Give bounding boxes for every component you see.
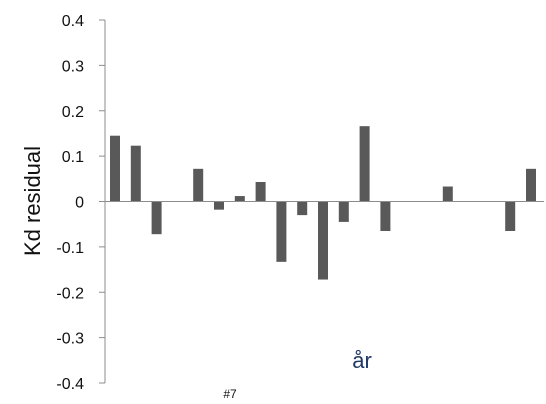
bar bbox=[526, 168, 536, 202]
bar bbox=[234, 196, 245, 202]
y-tick-label: 0.4 bbox=[62, 13, 84, 30]
y-tick-label: 0 bbox=[75, 195, 84, 212]
bar bbox=[193, 168, 204, 202]
bar bbox=[359, 126, 370, 202]
bar bbox=[338, 201, 349, 222]
bar bbox=[214, 201, 224, 210]
y-tick-label: -0.3 bbox=[56, 331, 84, 348]
bar bbox=[380, 201, 391, 231]
bar bbox=[505, 201, 516, 231]
y-tick-label: 0.3 bbox=[62, 58, 84, 75]
bar bbox=[151, 201, 162, 235]
y-tick-label: 0.2 bbox=[62, 104, 84, 121]
y-tick-label: 0.1 bbox=[62, 149, 84, 166]
annotation-ar: år bbox=[352, 348, 372, 373]
annotation-hash-7: #7 bbox=[223, 387, 237, 401]
bar bbox=[276, 201, 287, 262]
y-axis-label: Kd residual bbox=[20, 146, 45, 256]
bar bbox=[110, 135, 120, 202]
y-axis: 0.4 0.3 0.2 0.1 0 -0.1 -0.2 -0.3 -0.4 bbox=[56, 13, 106, 393]
y-tick-label: -0.1 bbox=[56, 240, 84, 257]
bar bbox=[255, 181, 266, 202]
bars bbox=[110, 126, 536, 280]
bar bbox=[318, 201, 328, 280]
y-tick-label: -0.4 bbox=[56, 376, 84, 393]
bar bbox=[442, 186, 453, 202]
bar bbox=[130, 145, 141, 202]
bar bbox=[297, 201, 308, 216]
y-tick-label: -0.2 bbox=[56, 285, 84, 302]
